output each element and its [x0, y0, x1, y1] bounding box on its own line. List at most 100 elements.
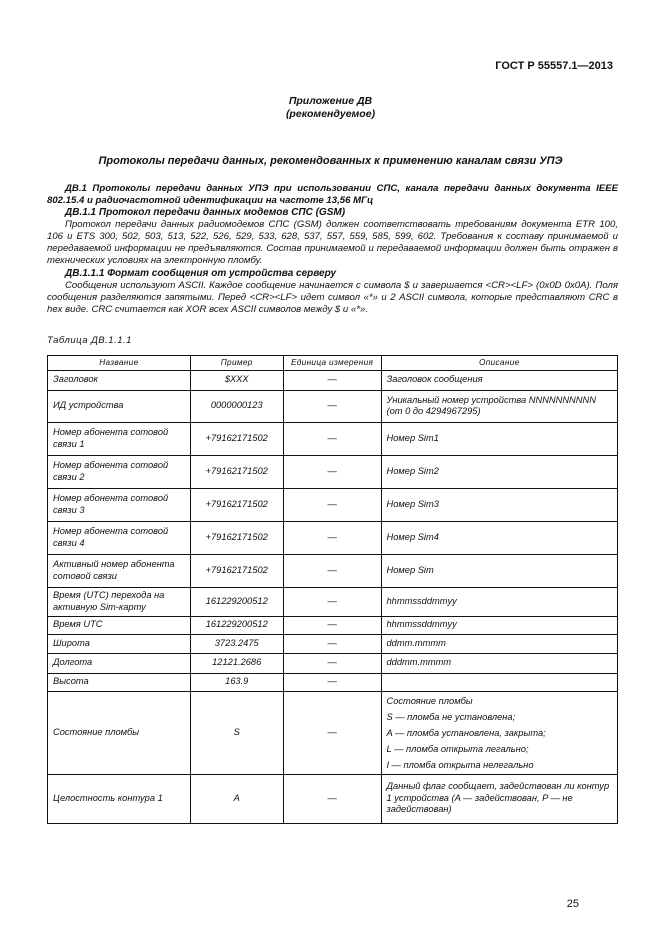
table-row: Высота 163.9—	[47, 672, 619, 692]
cell-unit: —	[282, 454, 382, 489]
cell-desc: hhmmssddmmyy	[380, 615, 619, 635]
cell-example: 0000000123	[189, 389, 284, 423]
cell-unit: —	[282, 369, 382, 391]
table-row: Заголовок $XXX — Заголовок сообщения	[47, 369, 619, 391]
cell-example: S	[189, 690, 284, 775]
desc-line: Номер Sim4	[386, 531, 439, 542]
table-row: Номер абонента сотовой связи 4 +791621715…	[47, 520, 619, 555]
page-number: 25	[566, 898, 579, 910]
cell-name: Время UTC	[47, 615, 191, 635]
section-heading: ДВ.1.1 Протокол передачи данных модемов …	[65, 207, 346, 218]
table-row: Долгота 12121.2686— dddmm.mmmm	[47, 652, 619, 674]
cell-desc: dddmm.mmmm	[380, 652, 619, 674]
desc-line: L — пломба открыта легально;	[386, 743, 529, 754]
cell-name: Долгота	[47, 652, 191, 674]
cell-unit: —	[282, 520, 382, 555]
desc-line: S — пломба не установлена;	[386, 711, 516, 722]
standard-number: ГОСТ Р 55557.1—2013	[495, 60, 613, 72]
table-header-row: Название Пример Единица измерения Описание	[47, 355, 619, 371]
cell-desc: Номер Sim4	[380, 520, 619, 555]
cell-unit: —	[282, 690, 382, 775]
cell-name: Номер абонента сотовой связи 1	[47, 421, 191, 456]
cell-example: A	[189, 773, 284, 824]
appendix-title: Приложение ДВ	[288, 95, 373, 107]
cell-desc: Данный флаг сообщает, задействован ли ко…	[380, 773, 619, 824]
cell-unit: —	[282, 615, 382, 635]
cell-name: Номер абонента сотовой связи 4	[47, 520, 191, 555]
desc-line: Номер Sim1	[386, 432, 439, 443]
cell-name: ИД устройства	[47, 389, 191, 423]
cell-example: 163.9	[189, 672, 284, 692]
cell-desc: Номер Sim3	[380, 487, 619, 522]
cell-unit: —	[282, 586, 382, 617]
cell-example: +79162171502	[189, 520, 284, 555]
cell-unit: —	[282, 652, 382, 674]
column-header: Единица измерения	[282, 355, 382, 371]
table-row: Время (UTC) перехода на активную Sim-кар…	[47, 586, 619, 617]
cell-unit: —	[282, 633, 382, 654]
cell-desc: Уникальный номер устройства NNNNNNNNNN (…	[380, 389, 619, 423]
desc-line: Номер Sim2	[386, 465, 439, 476]
cell-desc	[380, 672, 619, 692]
cell-name: Заголовок	[47, 369, 191, 391]
cell-example: $XXX	[189, 369, 284, 391]
cell-example: +79162171502	[189, 553, 284, 588]
table-row: Состояние пломбы S — Состояние пломбы S — пл…	[47, 690, 619, 775]
cell-name: Активный номер абонента сотовой связи	[47, 553, 191, 588]
desc-line: Номер Sim3	[386, 498, 439, 509]
cell-unit: —	[282, 421, 382, 456]
section-heading: ДВ.1.1.1 Формат сообщения от устройства …	[65, 268, 337, 279]
cell-name: Целостность контура 1	[47, 773, 191, 824]
cell-unit: —	[282, 773, 382, 824]
column-header: Название	[47, 355, 191, 371]
table-row: Номер абонента сотовой связи 2 +791621715…	[47, 454, 619, 489]
table-row: Время UTC 161229200512— hhmmssddmmyy	[47, 615, 619, 635]
section-heading: ДВ.1 Протоколы передачи данных УПЭ при и…	[47, 183, 618, 206]
document-title: Протоколы передачи данных, рекомендованн…	[98, 155, 563, 167]
paragraph: Протокол передачи данных радиомодемов СП…	[47, 219, 618, 266]
table-row: Активный номер абонента сотовой связи +79…	[47, 553, 619, 588]
cell-name: Состояние пломбы	[47, 690, 191, 775]
cell-unit: —	[282, 672, 382, 692]
cell-example: +79162171502	[189, 421, 284, 456]
table-row: Широта 3723.2475— ddmm.mmmm	[47, 633, 619, 654]
cell-name: Номер абонента сотовой связи 2	[47, 454, 191, 489]
table-caption: Таблица ДВ.1.1.1	[47, 335, 132, 346]
desc-line: I — пломба открыта нелегально	[386, 759, 534, 770]
desc-line: Данный флаг сообщает, задействован ли ко…	[386, 781, 610, 815]
cell-example: 161229200512	[189, 615, 284, 635]
cell-desc: hhmmssddmmyy	[380, 586, 619, 617]
cell-desc: Номер Sim	[380, 553, 619, 588]
table-row: ИД устройства 0000000123— Уникальный номер…	[47, 389, 619, 423]
cell-example: 161229200512	[189, 586, 284, 617]
cell-example: +79162171502	[189, 487, 284, 522]
desc-line: Заголовок сообщения	[386, 374, 483, 385]
data-table: Название Пример Единица измерения Описание …	[47, 355, 619, 824]
cell-desc: Заголовок сообщения	[380, 369, 619, 391]
cell-name: Номер абонента сотовой связи 3	[47, 487, 191, 522]
cell-desc: ddmm.mmmm	[380, 633, 619, 654]
table-row: Номер абонента сотовой связи 3 +791621715…	[47, 487, 619, 522]
appendix-subtitle: (рекомендуемое)	[285, 108, 376, 120]
column-header: Описание	[380, 355, 619, 371]
column-header: Пример	[189, 355, 284, 371]
cell-example: 3723.2475	[189, 633, 284, 654]
desc-line: hhmmssddmmyy	[386, 595, 457, 606]
cell-name: Широта	[47, 633, 191, 654]
cell-example: 12121.2686	[189, 652, 284, 674]
cell-name: Время (UTC) перехода на активную Sim-кар…	[47, 586, 191, 617]
cell-unit: —	[282, 389, 382, 423]
desc-line: A — пломба установлена, закрыта;	[386, 727, 546, 738]
desc-line: Состояние пломбы	[386, 695, 473, 706]
cell-desc: Состояние пломбы S — пломба не установлен…	[380, 690, 619, 775]
cell-desc: Номер Sim2	[380, 454, 619, 489]
desc-line: dddmm.mmmm	[386, 657, 452, 668]
cell-unit: —	[282, 487, 382, 522]
table-row: Номер абонента сотовой связи 1 +791621715…	[47, 421, 619, 456]
cell-unit: —	[282, 553, 382, 588]
cell-name: Высота	[47, 672, 191, 692]
desc-line: Номер Sim	[386, 564, 434, 575]
paragraph: Сообщения используют ASCII. Каждое сообщ…	[47, 280, 618, 315]
cell-desc: Номер Sim1	[380, 421, 619, 456]
cell-example: +79162171502	[189, 454, 284, 489]
